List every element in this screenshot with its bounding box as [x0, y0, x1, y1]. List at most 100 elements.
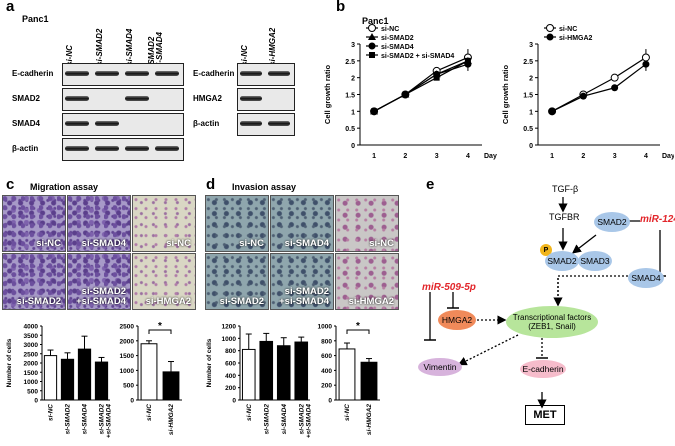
y-tick-label: 600 [225, 361, 236, 368]
panel-label-d: d [206, 176, 216, 193]
y-tick-label: 2000 [120, 338, 135, 345]
legend-entry: si-HMGA2 [559, 35, 593, 42]
bar-chart-invasion-smad: 0 200 400 600 800 1000 1200 Number of cells si-N… [206, 324, 312, 439]
bar [43, 355, 58, 401]
micrograph-label: si-HMGA2 [348, 296, 394, 307]
blot-band [240, 70, 262, 76]
data-point [642, 60, 650, 68]
y-tick-label: 1 [529, 109, 533, 116]
hmga2-node: HMGA2 [438, 310, 476, 330]
y-tick-label: 400 [321, 368, 332, 375]
category-label: +si-SMAD4 [106, 404, 113, 439]
x-tick-label: 4 [644, 153, 648, 160]
y-tick-label: 0 [328, 398, 332, 405]
mir1243-label: miR-1243 [640, 214, 675, 225]
data-point [368, 24, 376, 32]
legend-entry: si-SMAD2 [381, 35, 414, 42]
x-axis-label: Day [484, 153, 497, 160]
micrograph: si-SMAD2 +si-SMAD4 [67, 253, 131, 310]
y-tick-label: 0 [351, 143, 355, 150]
y-tick-label: 2 [351, 76, 355, 83]
category-label: si-SMAD2 [99, 404, 106, 435]
y-tick-label: 500 [27, 388, 38, 395]
y-tick-label: 3000 [24, 342, 39, 349]
bar [94, 361, 109, 401]
x-tick-label: 4 [466, 153, 470, 160]
blot-strip [237, 88, 295, 111]
invasion-title: Invasion assay [232, 182, 297, 192]
blot-strip [62, 138, 184, 161]
y-tick-label: 0 [34, 398, 38, 405]
met-label: MET [533, 409, 557, 421]
blot-band [65, 95, 89, 101]
micrograph-label: si-HMGA2 [145, 296, 191, 307]
y-tick-label: 4000 [24, 324, 39, 331]
micrograph: si-SMAD2 [2, 253, 66, 310]
micrograph: si-NC [205, 195, 269, 252]
y-tick-label: 1000 [24, 379, 39, 386]
micrograph-label: si-SMAD2 +si-SMAD4 [279, 286, 329, 307]
micrograph: si-NC [335, 195, 399, 252]
blot-band [240, 95, 262, 101]
y-tick-label: 3 [529, 42, 533, 49]
x-tick-label: 1 [372, 153, 376, 160]
y-tick-label: 2500 [24, 351, 39, 358]
y-tick-label: 0 [232, 398, 236, 405]
data-point [433, 74, 440, 81]
data-point [464, 57, 471, 64]
x-tick-label: 2 [581, 153, 585, 160]
significance-star: * [356, 321, 360, 332]
y-tick-label: 1200 [222, 324, 237, 331]
y-tick-label: 0 [130, 398, 134, 405]
micrograph-label: si-NC [166, 238, 191, 249]
blot-strip [62, 88, 184, 111]
y-tick-label: 2000 [24, 361, 39, 368]
tgfbr-label: TGFBR [549, 212, 580, 222]
micrograph: si-SMAD4 [67, 195, 131, 252]
blot-strip [62, 113, 184, 136]
migration-title: Migration assay [30, 182, 99, 192]
category-label: si-SMAD4 [82, 404, 89, 435]
blot-row-label: E-cadherin [193, 68, 235, 78]
series-line [551, 56, 647, 112]
data-point [546, 24, 554, 32]
y-tick-label: 800 [321, 338, 332, 345]
blot-row-label: SMAD4 [12, 118, 41, 128]
bar-chart-invasion-hmga2: 0 200 400 600 800 1000 si-NC si-HMGA2 * [318, 321, 380, 435]
blot-band [95, 145, 119, 151]
y-tick-label: 2.5 [345, 59, 355, 66]
data-point [610, 73, 619, 82]
tgfb-label: TGF-β [552, 184, 579, 194]
blot-strip [237, 63, 295, 86]
bar [259, 340, 274, 401]
smad4-node: SMAD4 [628, 268, 664, 288]
blot-band [268, 70, 290, 76]
category-label: si-SMAD2 [65, 404, 72, 435]
micrograph: si-SMAD4 [270, 195, 334, 252]
data-point [402, 91, 409, 98]
micrograph-label: si-NC [369, 238, 394, 249]
bar [276, 345, 291, 401]
blot-lane-label: si-SMAD4 [125, 28, 134, 66]
blot-band [65, 70, 89, 76]
micrograph-label: si-NC [36, 238, 61, 249]
legend-entry: si-SMAD2 + si-SMAD4 [381, 53, 454, 60]
smad2-complex-node: SMAD2 [545, 251, 579, 271]
met-box: MET [525, 405, 565, 425]
data-point [371, 108, 378, 115]
vimentin-node: Vimentin [418, 358, 462, 376]
micrograph: si-NC [2, 195, 66, 252]
y-tick-label: 1500 [24, 370, 39, 377]
growth-chart-hmga2: 0 0.5 1 1.5 2 2.5 3 1 2 3 4 Day Cell growth ratio si-… [501, 24, 674, 160]
micrograph-label: si-SMAD2 [219, 296, 264, 307]
y-axis-label: Number of cells [206, 338, 213, 387]
e-cadherin-node: E-cadherin [520, 360, 566, 378]
x-tick-label: 3 [613, 153, 617, 160]
x-axis-label: Day [662, 153, 674, 160]
micrograph: si-HMGA2 [335, 253, 399, 310]
y-tick-label: 800 [225, 348, 236, 355]
data-point [548, 107, 556, 115]
micrograph-label: si-SMAD2 +si-SMAD4 [76, 286, 126, 307]
category-label: si-SMAD2 [298, 404, 305, 435]
y-tick-label: 1000 [222, 336, 237, 343]
